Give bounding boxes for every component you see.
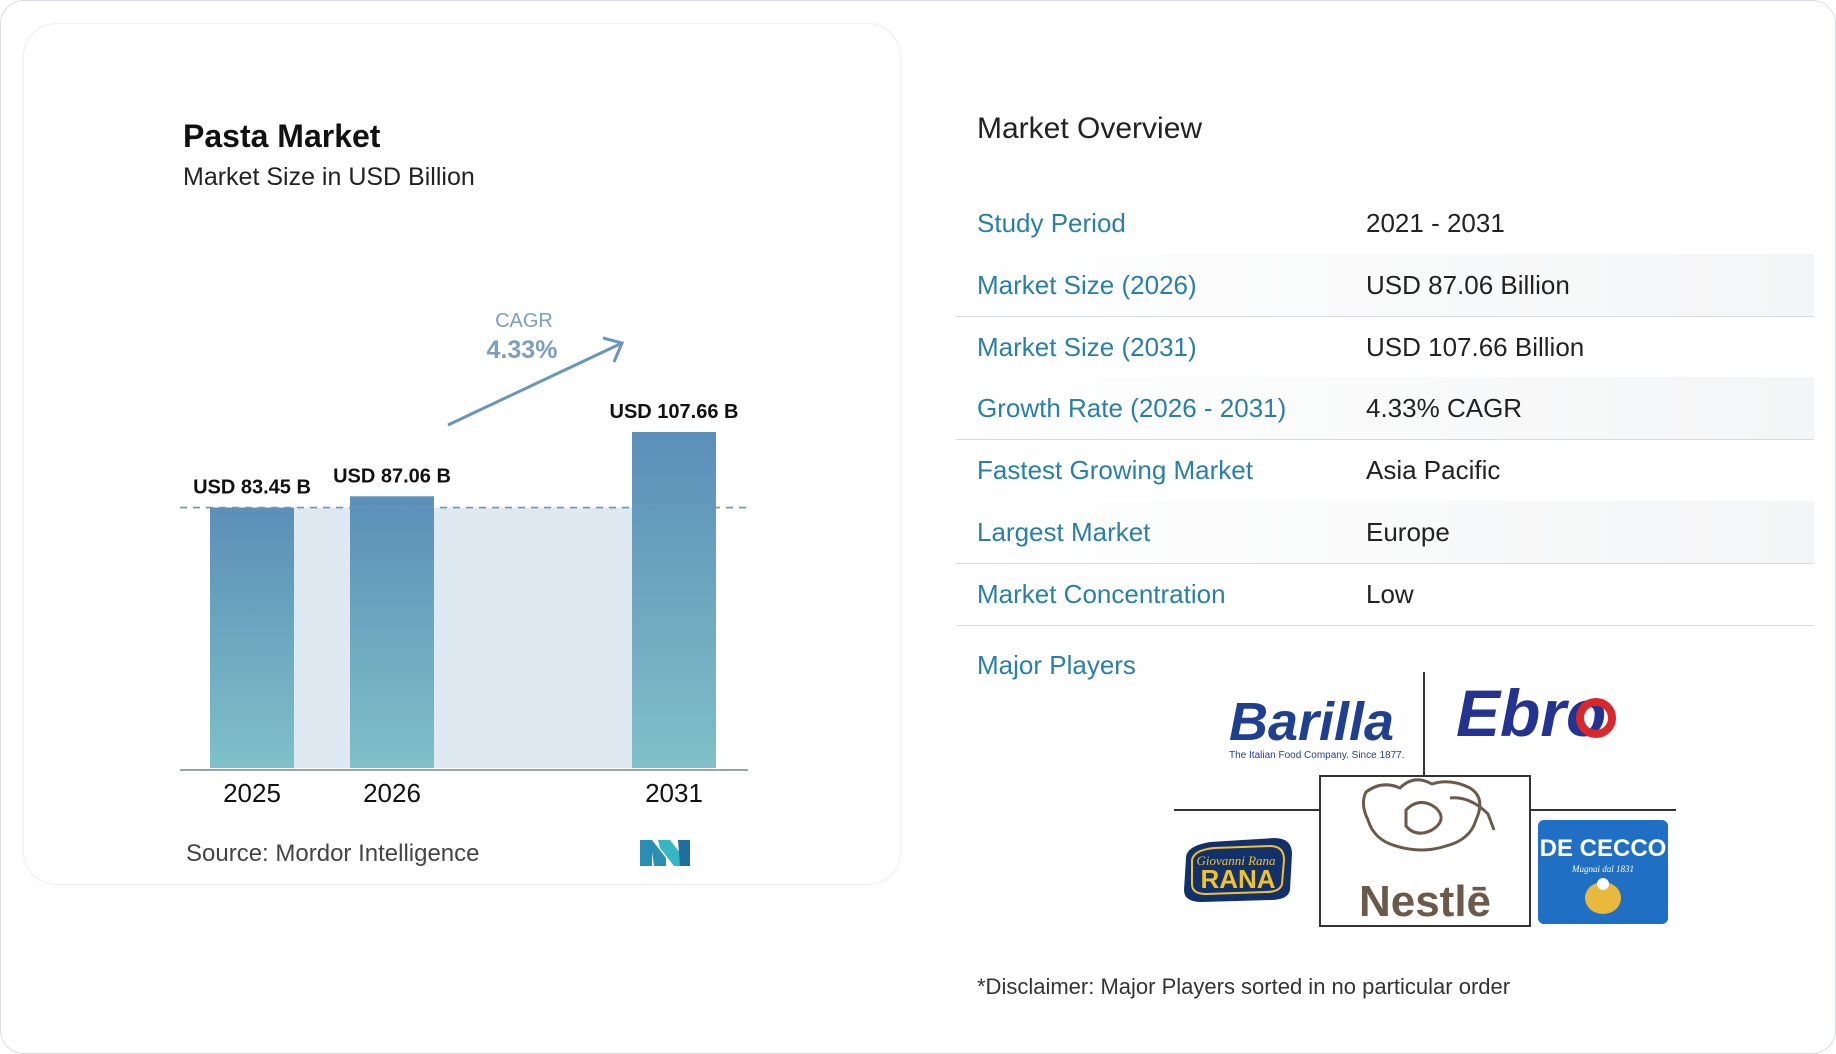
nestle-wordmark: Nestlē [1359,877,1491,926]
cagr-arrow [447,342,621,427]
overview-title: Market Overview [977,112,1203,145]
category-label-2026: 2026 [363,778,421,808]
barilla-wordmark: Barilla [1229,692,1394,752]
row-value: 4.33% CAGR [1366,393,1523,423]
bar-2031 [632,432,716,768]
row-value: 2021 - 2031 [1366,208,1505,238]
row-label: Growth Rate (2026 - 2031) [977,393,1287,423]
row-value: Asia Pacific [1366,455,1501,485]
row-value: Low [1366,579,1414,609]
row-label: Fastest Growing Market [977,455,1253,485]
row-value: USD 87.06 Billion [1366,270,1570,300]
source-line: Source: Mordor Intelligence [186,840,480,868]
ebro-logo-icon: Ebro [1456,676,1616,750]
nestle-logo-icon: Nestlē [1359,778,1496,926]
chart-subtitle: Market Size in USD Billion [183,163,475,191]
rana-wordmark: RANA [1200,864,1275,894]
bar-2025 [210,507,294,768]
dececco-wordmark: DE CECCO [1540,835,1667,862]
row-label: Market Size (2031) [977,332,1197,362]
category-label-2031: 2031 [645,778,703,808]
row-label: Market Concentration [977,579,1226,609]
major-players-label: Major Players [977,650,1136,680]
rana-logo-icon: Giovanni Rana RANA [1184,838,1292,902]
bar-2026 [350,496,434,768]
overview-row: Market Size (2031) USD 107.66 Billion [956,316,1814,379]
major-players-logos: Barilla The Italian Food Company. Since … [1174,672,1676,927]
ebro-red-o [1576,698,1616,738]
overview-row: Fastest Growing Market Asia Pacific [956,439,1814,502]
value-label-2026: USD 87.06 B [333,465,451,487]
cagr-label: CAGR [495,310,553,332]
category-label-2025: 2025 [223,778,281,808]
bar-chart: USD 83.45 B 2025 USD 87.06 B 2026 USD 107.66… [180,310,752,808]
cagr-value: 4.33% [487,336,558,364]
source-name: Mordor Intelligence [275,840,480,867]
row-label: Market Size (2026) [977,270,1197,300]
source-label: Source: [186,840,269,867]
value-label-2025: USD 83.45 B [193,477,311,499]
dececco-tagline: Mugnai dal 1831 [1571,864,1634,874]
barilla-logo-icon: Barilla The Italian Food Company. Since … [1229,692,1404,761]
overview-row: Largest Market Europe [956,501,1814,564]
overview-row: Market Concentration Low [956,563,1814,626]
overview-row: Study Period 2021 - 2031 [956,192,1814,255]
barilla-tagline: The Italian Food Company. Since 1877. [1229,750,1404,761]
value-label-2031: USD 107.66 B [610,401,739,423]
overview-row: Market Size (2026) USD 87.06 Billion [956,254,1814,317]
row-label: Study Period [977,208,1126,238]
dececco-logo-icon: DE CECCO Mugnai dal 1831 [1538,820,1668,924]
cagr-arrow-head [602,336,625,363]
rana-script: Giovanni Rana [1196,853,1276,868]
row-value: USD 107.66 Billion [1366,332,1585,362]
chart-title: Pasta Market [183,118,381,154]
row-label: Largest Market [977,517,1151,547]
row-value: Europe [1366,517,1450,547]
disclaimer: *Disclaimer: Major Players sorted in no … [977,974,1511,999]
overview-row: Growth Rate (2026 - 2031) 4.33% CAGR [956,377,1814,440]
mordor-logo-icon [640,840,690,866]
